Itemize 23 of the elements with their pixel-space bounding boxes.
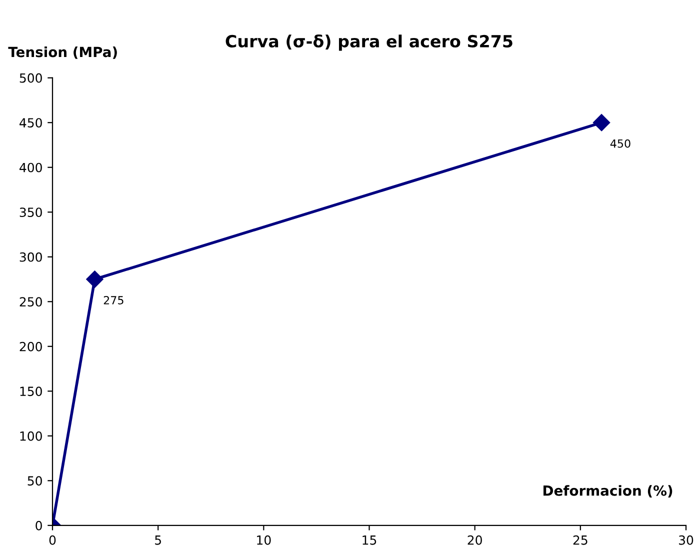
- y-tick-label: 100: [20, 431, 42, 441]
- x-axis-title: Deformacion (%): [544, 485, 672, 498]
- y-tick-label: 50: [28, 476, 42, 486]
- x-tick-label: 20: [468, 535, 482, 545]
- y-tick-label: 500: [20, 73, 42, 83]
- data-label: 275: [104, 296, 124, 304]
- x-tick-label: 15: [362, 536, 376, 545]
- x-tick-label: 30: [679, 535, 694, 545]
- x-tick-label: 25: [573, 535, 588, 545]
- y-tick-label: 200: [20, 342, 42, 352]
- x-tick-label: 0: [49, 535, 56, 545]
- x-tick-label: 5: [155, 536, 161, 545]
- x-tick-label: 10: [257, 535, 271, 545]
- chart-title: Curva (σ-δ) para el acero S275: [226, 34, 512, 51]
- y-tick-label: 400: [20, 162, 42, 172]
- y-tick-label: 350: [20, 208, 42, 218]
- y-axis-title: Tension (MPa): [8, 46, 117, 59]
- y-tick-label: 150: [20, 386, 42, 396]
- y-tick-label: 250: [20, 297, 42, 307]
- y-tick-label: 0: [36, 520, 42, 530]
- y-tick-label: 450: [20, 118, 42, 128]
- data-label: 450: [610, 139, 630, 148]
- y-tick-label: 300: [20, 252, 42, 262]
